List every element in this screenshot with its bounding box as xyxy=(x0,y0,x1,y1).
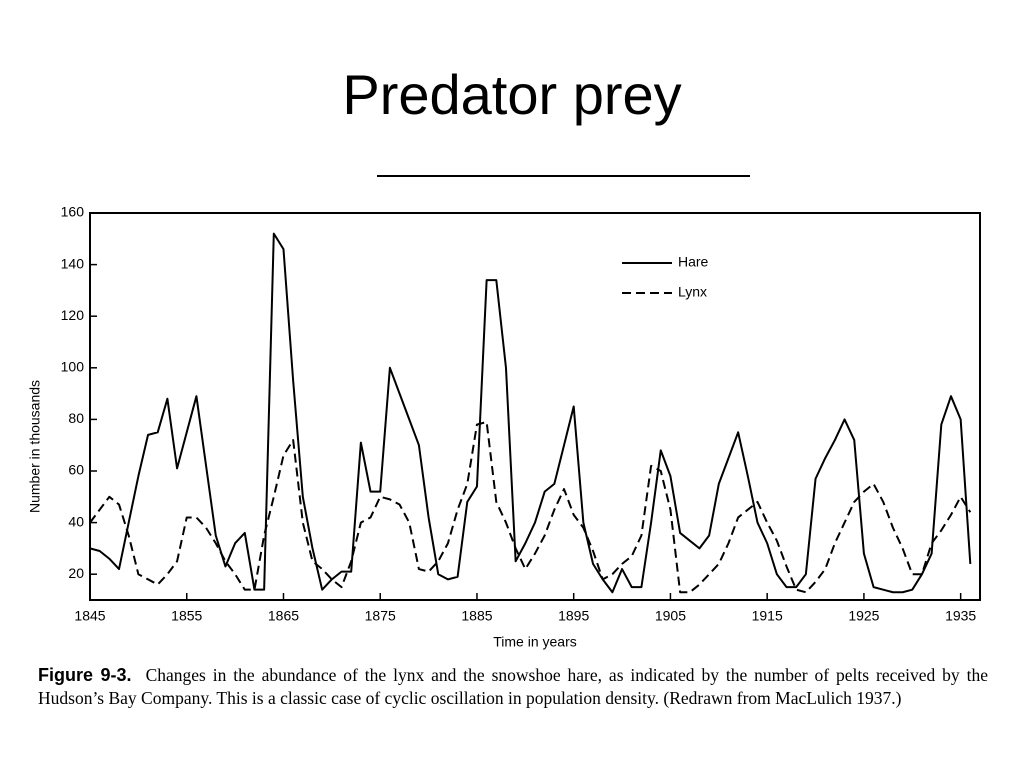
y-tick-label: 80 xyxy=(68,410,84,426)
legend-label: Lynx xyxy=(678,284,707,300)
slide-title: Predator prey xyxy=(342,63,682,126)
title-rule xyxy=(377,175,750,177)
y-tick-label: 120 xyxy=(61,307,85,323)
x-tick-label: 1875 xyxy=(365,608,396,624)
y-tick-label: 40 xyxy=(68,513,84,529)
x-tick-label: 1885 xyxy=(461,608,492,624)
y-tick-label: 60 xyxy=(68,462,84,478)
y-tick-label: 140 xyxy=(61,255,85,271)
caption: Figure 9-3. Changes in the abundance of t… xyxy=(38,664,988,710)
y-tick-label: 20 xyxy=(68,565,84,581)
chart: 20 40 60 80 100 120 140 160 1845 1855 1865 1875 1885… xyxy=(27,204,981,650)
x-tick-label: 1865 xyxy=(268,608,299,624)
caption-label: Figure 9-3. xyxy=(38,665,132,685)
x-tick-label: 1905 xyxy=(655,608,686,624)
x-tick-label: 1895 xyxy=(558,608,589,624)
series-line xyxy=(89,232,972,594)
x-tick-label: 1935 xyxy=(945,608,976,624)
x-tick-label: 1855 xyxy=(171,608,202,624)
x-tick-label: 1915 xyxy=(752,608,783,624)
y-axis-label: Number in thousands xyxy=(27,380,43,513)
y-tick-label: 100 xyxy=(61,359,85,375)
caption-text: Changes in the abundance of the lynx and… xyxy=(38,665,988,708)
x-tick-label: 1925 xyxy=(848,608,879,624)
plot-frame xyxy=(89,212,981,601)
x-axis-label: Time in years xyxy=(493,634,577,650)
x-tick-label: 1845 xyxy=(74,608,105,624)
legend-label: Hare xyxy=(678,254,709,270)
y-tick-label: 160 xyxy=(61,204,85,220)
series-line xyxy=(89,420,972,594)
